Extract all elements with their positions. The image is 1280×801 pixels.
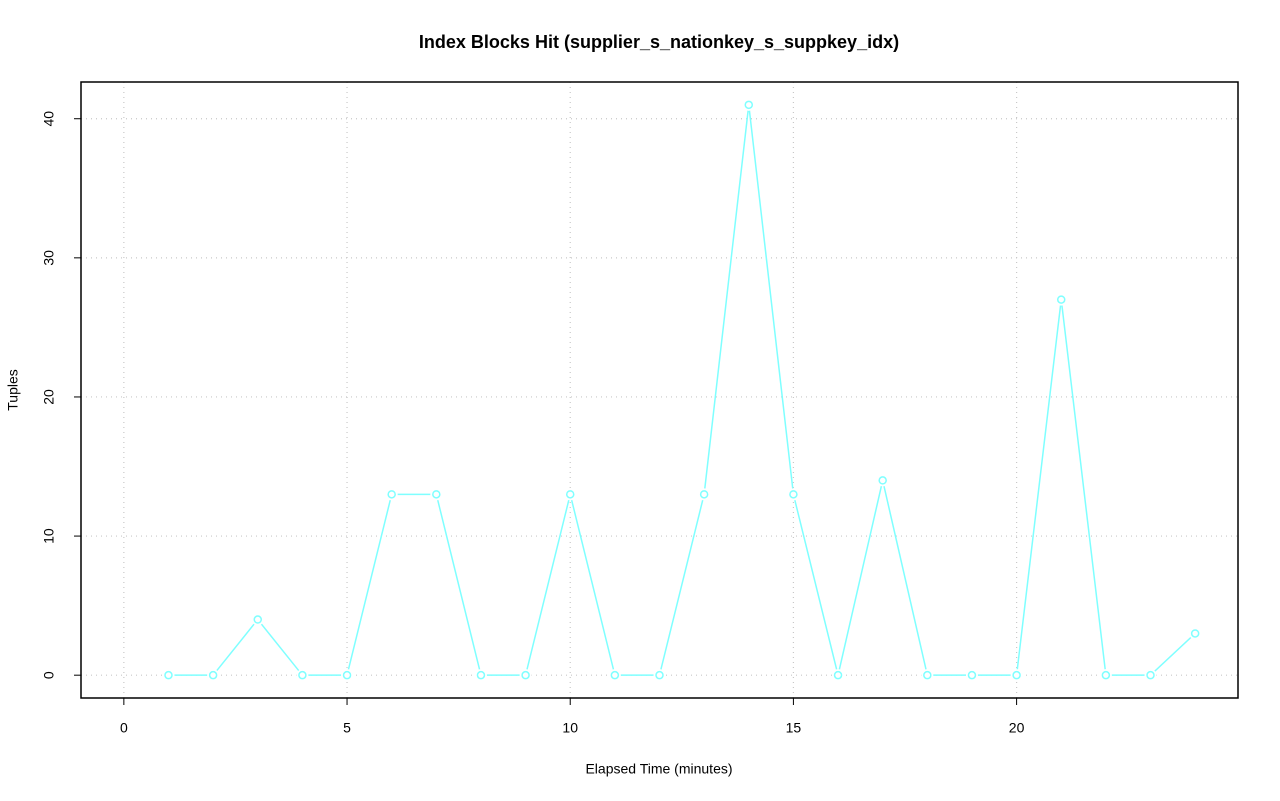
data-point-ring (208, 670, 218, 680)
data-point-ring (164, 670, 173, 680)
data-point-ring (744, 100, 754, 110)
grid (81, 82, 1238, 698)
x-tick-label: 10 (562, 720, 578, 736)
x-tick-label: 20 (1009, 720, 1025, 736)
y-tick-label: 20 (41, 389, 57, 405)
y-axis-label: Tuples (5, 369, 21, 411)
marks (162, 98, 1202, 682)
data-point-ring (1012, 670, 1021, 680)
y-tick-label: 0 (41, 671, 57, 679)
data-point-ring (387, 490, 396, 499)
data-point-ring (1101, 670, 1111, 680)
data-point-ring (476, 670, 486, 680)
x-tick-label: 0 (120, 720, 128, 736)
data-point-ring (1190, 629, 1200, 638)
y-tick-label: 30 (41, 250, 57, 266)
chart-title: Index Blocks Hit (supplier_s_nationkey_s… (419, 32, 899, 52)
data-point-ring (833, 670, 843, 680)
data-line (168, 104, 1196, 676)
x-axis-label: Elapsed Time (minutes) (585, 761, 732, 777)
plot-frame (80, 81, 1239, 699)
data-point-ring (521, 670, 530, 680)
data-point-ring (878, 476, 887, 485)
data-point-ring (967, 670, 977, 680)
data-point-ring (342, 670, 352, 680)
data-point-ring (253, 615, 263, 624)
data-point-ring (699, 490, 709, 499)
y-tick-label: 40 (41, 111, 57, 127)
data-point-ring (1056, 295, 1066, 304)
data-point-ring (923, 670, 932, 680)
y-tick-label: 10 (41, 528, 57, 544)
x-tick-label: 15 (786, 720, 802, 736)
data-point-ring (298, 670, 307, 680)
x-tick-label: 5 (343, 720, 351, 736)
data-point-ring (655, 670, 664, 680)
data-point-ring (789, 490, 798, 499)
data-point-ring (1146, 670, 1155, 680)
data-point-ring (565, 490, 575, 499)
data-point-ring (610, 670, 620, 680)
data-point-ring (432, 490, 441, 499)
